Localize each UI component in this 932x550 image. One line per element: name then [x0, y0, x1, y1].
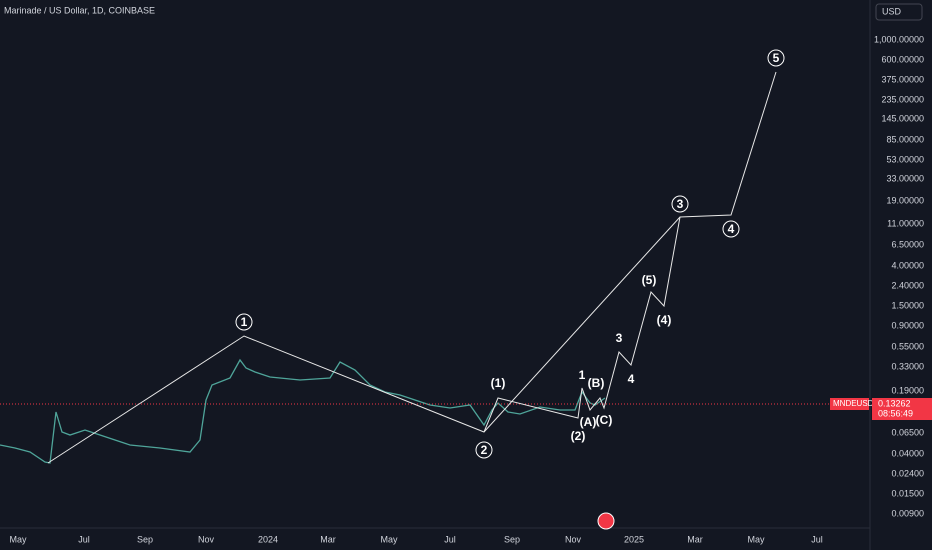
- wave-label: (1): [491, 376, 506, 390]
- wave-label: (2): [571, 429, 586, 443]
- wave-label: (B): [588, 376, 605, 390]
- time-label: May: [380, 534, 398, 544]
- wave-label: 3: [677, 197, 684, 211]
- time-label: 2025: [624, 534, 644, 544]
- price-label: 33.00000: [886, 173, 924, 183]
- wave-label: (C): [596, 413, 613, 427]
- price-label: 0.04000: [891, 448, 924, 458]
- wave-label: 5: [773, 51, 780, 65]
- price-label: 600.00000: [881, 54, 924, 64]
- wave-label: 3: [616, 331, 623, 345]
- time-label: May: [747, 534, 765, 544]
- price-label: 0.01500: [891, 488, 924, 498]
- time-label: Nov: [565, 534, 582, 544]
- wave-label: 1: [579, 368, 586, 382]
- price-tag: [872, 398, 932, 420]
- chart-title: Marinade / US Dollar, 1D, COINBASE: [4, 5, 155, 15]
- price-label: 0.06500: [891, 427, 924, 437]
- time-label: May: [9, 534, 27, 544]
- price-series: [0, 358, 606, 464]
- price-label: 85.00000: [886, 134, 924, 144]
- symbol-tag: [830, 398, 869, 410]
- time-label: Jul: [78, 534, 90, 544]
- time-label: Mar: [320, 534, 336, 544]
- countdown: 08:56:49: [878, 408, 913, 418]
- price-label: 53.00000: [886, 154, 924, 164]
- price-label: 375.00000: [881, 74, 924, 84]
- time-label: Jul: [444, 534, 456, 544]
- price-label: 4.00000: [891, 260, 924, 270]
- price-label: 0.90000: [891, 320, 924, 330]
- time-label: Sep: [137, 534, 153, 544]
- event-icon[interactable]: [597, 512, 615, 530]
- wave-label: (4): [657, 313, 672, 327]
- currency[interactable]: USD: [882, 6, 902, 16]
- price-label: 0.02400: [891, 468, 924, 478]
- wave-label: 4: [728, 222, 735, 236]
- price-label: 235.00000: [881, 94, 924, 104]
- price-label: 2.40000: [891, 280, 924, 290]
- price-label: 1.50000: [891, 300, 924, 310]
- wave-line: [483, 216, 681, 433]
- price-label: 145.00000: [881, 113, 924, 123]
- price-label: 0.00900: [891, 508, 924, 518]
- symbol: MNDEUSD: [833, 399, 874, 408]
- price-label: 1,000.00000: [874, 34, 924, 44]
- wave-label: 1: [241, 315, 248, 329]
- time-label: 2024: [258, 534, 278, 544]
- price-label: 19.00000: [886, 195, 924, 205]
- time-label: Jul: [811, 534, 823, 544]
- wave-line: [47, 71, 777, 464]
- wave-circle: [475, 441, 493, 459]
- price-label: 11.00000: [887, 218, 924, 228]
- wave-label: 4: [628, 372, 635, 386]
- last-price: 0.13262: [878, 398, 911, 408]
- wave-circle: [671, 195, 689, 213]
- time-label: Mar: [687, 534, 703, 544]
- wave-label: (5): [642, 273, 657, 287]
- wave-label: (A): [580, 415, 597, 429]
- wave-circle: [235, 313, 253, 331]
- currency-button[interactable]: [875, 3, 923, 21]
- wave-circle: [767, 49, 785, 67]
- time-label: Sep: [504, 534, 520, 544]
- wave-circle: [722, 220, 740, 238]
- price-label: 0.19000: [891, 385, 924, 395]
- price-label: 0.55000: [891, 341, 924, 351]
- price-label: 0.33000: [891, 361, 924, 371]
- price-label: 6.50000: [891, 239, 924, 249]
- time-label: Nov: [198, 534, 215, 544]
- wave-label: 2: [481, 443, 488, 457]
